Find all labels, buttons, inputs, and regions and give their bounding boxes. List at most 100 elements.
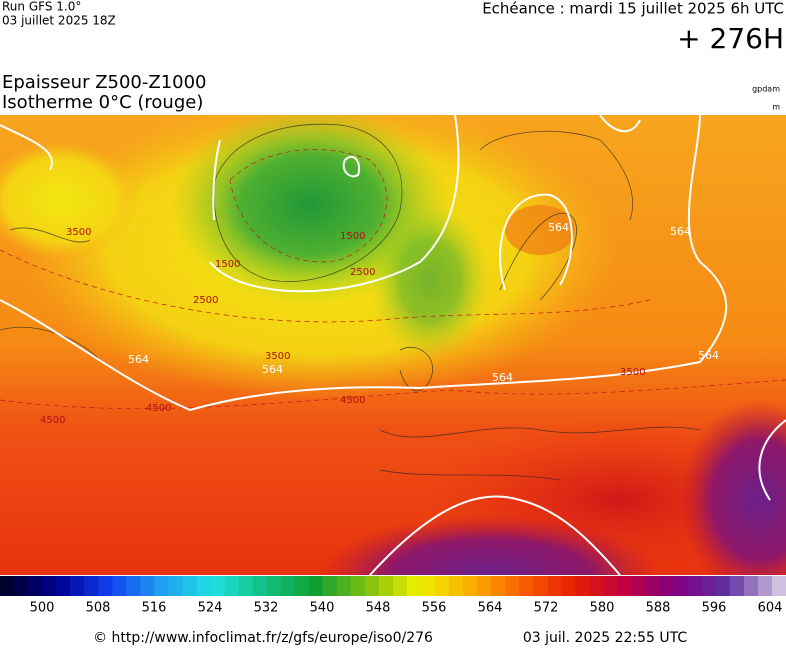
- colorbar-swatch: [757, 576, 773, 596]
- colorbar-swatch: [350, 576, 366, 596]
- colorbar-swatch: [168, 576, 183, 596]
- colorbar-swatch: [589, 576, 605, 596]
- contour-label: 1500: [215, 259, 240, 270]
- contour-label: 3500: [620, 367, 645, 378]
- contour-label: 564: [492, 371, 513, 384]
- colorbar-swatch: [140, 576, 155, 596]
- colorbar-swatch: [238, 576, 254, 596]
- contour-label: 3500: [265, 351, 290, 362]
- colorbar-swatch: [98, 576, 113, 596]
- colorbar-swatch: [617, 576, 633, 596]
- colorbar-swatch: [252, 576, 268, 596]
- colorbar-swatch: [294, 576, 310, 596]
- colorbar-tick-label: 596: [702, 601, 727, 616]
- colorbar-swatch: [421, 576, 436, 596]
- colorbar-tick-label: 604: [758, 601, 783, 616]
- valid-time: Echéance : mardi 15 juillet 2025 6h UTC: [482, 0, 784, 18]
- colorbar-swatch: [505, 576, 520, 596]
- contour-label: 564: [262, 363, 283, 376]
- colorbar-swatch: [280, 576, 296, 596]
- contour-label: 2500: [193, 295, 218, 306]
- colorbar-tick-label: 580: [590, 601, 615, 616]
- legend-subtitle: Isotherme 0°C (rouge): [2, 92, 203, 113]
- colorbar-tick-label: 548: [366, 601, 391, 616]
- colorbar-swatch: [631, 576, 647, 596]
- iso0-contours: [0, 149, 786, 409]
- colorbar-swatch: [477, 576, 492, 596]
- contour-label: 1500: [340, 231, 365, 242]
- legend-title: Epaisseur Z500-Z1000: [2, 72, 207, 93]
- colorbar-swatch: [407, 576, 422, 596]
- footer-url: © http://www.infoclimat.fr/z/gfs/europe/…: [93, 630, 433, 646]
- unit-label: m: [772, 103, 780, 112]
- colorbar-swatch: [210, 576, 226, 596]
- colorbar-swatch: [393, 576, 408, 596]
- colorbar-tick-label: 588: [646, 601, 671, 616]
- colorbar-swatch: [449, 576, 464, 596]
- colorbar-swatch: [561, 576, 576, 596]
- contour-label: 564: [128, 353, 149, 366]
- unit-label: gpdam: [752, 85, 780, 94]
- colorbar-swatch: [715, 576, 731, 596]
- colorbar-swatch: [701, 576, 717, 596]
- colorbar-swatch: [463, 576, 478, 596]
- colorbar-swatch: [771, 576, 786, 596]
- colorbar-swatch: [435, 576, 450, 596]
- colorbar-swatch: [519, 576, 534, 596]
- contour-label: 4500: [40, 415, 65, 426]
- colorbar-tick-label: 556: [422, 601, 447, 616]
- colorbar-swatch: [154, 576, 169, 596]
- colorbar-tick-label: 500: [30, 601, 55, 616]
- colorbar-tick-label: 572: [534, 601, 559, 616]
- coastlines: [0, 123, 701, 481]
- run-date: 03 juillet 2025 18Z: [2, 14, 116, 28]
- contour-label: 4500: [146, 403, 171, 414]
- colorbar-tick-label: 524: [198, 601, 223, 616]
- map: 564 564 564 564 564 564 1500 1500 2500 2…: [0, 115, 786, 575]
- colorbar-swatch: [42, 576, 57, 596]
- colorbar-tick-label: 540: [310, 601, 335, 616]
- footer-timestamp: 03 juil. 2025 22:55 UTC: [523, 630, 688, 646]
- colorbar-tick-label: 516: [142, 601, 167, 616]
- lead-time: + 276H: [677, 22, 784, 55]
- colorbar-swatch: [308, 576, 324, 596]
- colorbar-swatch: [126, 576, 141, 596]
- colorbar-swatch: [56, 576, 71, 596]
- colorbar-swatch: [743, 576, 759, 596]
- colorbar-tick-label: 508: [86, 601, 111, 616]
- colorbar-swatch: [84, 576, 99, 596]
- colorbar-swatch: [196, 576, 212, 596]
- colorbar-swatch: [336, 576, 352, 596]
- contour-label: 3500: [66, 227, 91, 238]
- colorbar-swatch: [533, 576, 548, 596]
- contour-label: 564: [670, 225, 691, 238]
- colorbar-swatch: [322, 576, 338, 596]
- colorbar-tick-label: 532: [254, 601, 279, 616]
- run-label: Run GFS 1.0°: [2, 0, 81, 14]
- colorbar-swatch: [687, 576, 703, 596]
- contour-label: 2500: [350, 267, 375, 278]
- colorbar-swatch: [112, 576, 127, 596]
- colorbar-swatch: [182, 576, 197, 596]
- colorbar-swatch: [547, 576, 562, 596]
- colorbar-swatch: [266, 576, 282, 596]
- contour-label: 4500: [340, 395, 365, 406]
- colorbar-swatch: [575, 576, 590, 596]
- colorbar-swatch: [673, 576, 689, 596]
- colorbar-swatch: [659, 576, 675, 596]
- colorbar-swatch: [14, 576, 29, 596]
- colorbar: 500 508 516 524 532 540 548 556 564 572 580 588 596 6…: [0, 576, 786, 616]
- colorbar-swatch: [378, 576, 394, 596]
- colorbar-swatch: [729, 576, 745, 596]
- colorbar-swatch: [645, 576, 661, 596]
- contour-label: 564: [548, 221, 569, 234]
- colorbar-swatch: [0, 576, 15, 596]
- thickness-contours: [0, 115, 786, 575]
- colorbar-tick-label: 564: [478, 601, 503, 616]
- colorbar-swatch: [364, 576, 380, 596]
- colorbar-swatch: [28, 576, 43, 596]
- colorbar-swatch: [603, 576, 619, 596]
- colorbar-swatch: [491, 576, 506, 596]
